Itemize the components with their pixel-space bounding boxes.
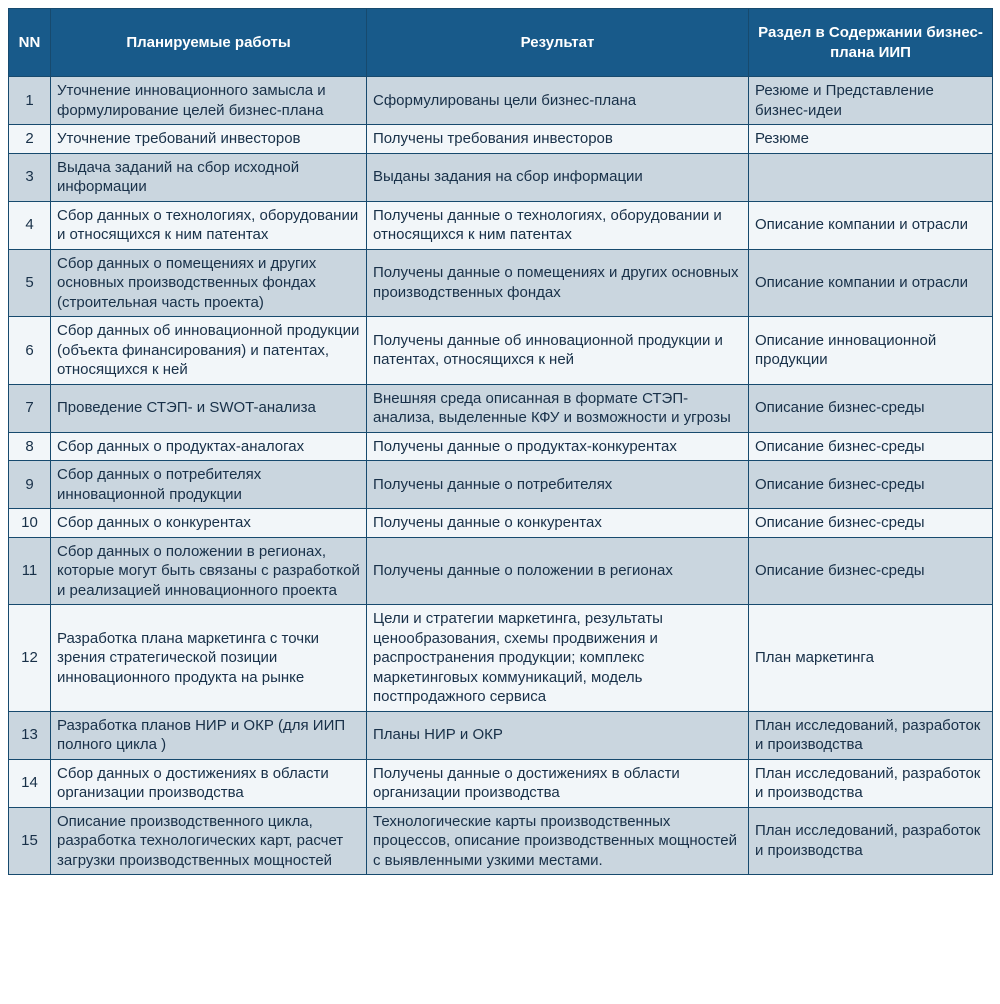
cell-result: Цели и стратегии маркетинга, результаты … xyxy=(367,605,749,712)
table-row: 1Уточнение инновационного замысла и форм… xyxy=(9,77,993,125)
cell-planned: Проведение СТЭП- и SWOT-анализа xyxy=(51,384,367,432)
table-row: 3Выдача заданий на сбор исходной информа… xyxy=(9,153,993,201)
cell-result: Получены данные о потребителях xyxy=(367,461,749,509)
table-row: 7Проведение СТЭП- и SWOT-анализаВнешняя … xyxy=(9,384,993,432)
cell-section: План исследований, разработок и производ… xyxy=(749,759,993,807)
cell-section: Описание компании и отрасли xyxy=(749,201,993,249)
cell-section: Резюме xyxy=(749,125,993,154)
table-row: 5Сбор данных о помещениях и других основ… xyxy=(9,249,993,317)
cell-nn: 15 xyxy=(9,807,51,875)
cell-section: Описание инновационной продукции xyxy=(749,317,993,385)
cell-section: План маркетинга xyxy=(749,605,993,712)
col-result: Результат xyxy=(367,9,749,77)
cell-nn: 6 xyxy=(9,317,51,385)
cell-result: Получены данные о технологиях, оборудова… xyxy=(367,201,749,249)
cell-section: Описание бизнес-среды xyxy=(749,537,993,605)
cell-result: Выданы задания на сбор информации xyxy=(367,153,749,201)
cell-section: Резюме и Представление бизнес-идеи xyxy=(749,77,993,125)
cell-section: Описание бизнес-среды xyxy=(749,432,993,461)
cell-nn: 14 xyxy=(9,759,51,807)
table-row: 14Сбор данных о достижениях в области ор… xyxy=(9,759,993,807)
cell-planned: Уточнение требований инвесторов xyxy=(51,125,367,154)
cell-result: Сформулированы цели бизнес-плана xyxy=(367,77,749,125)
cell-planned: Выдача заданий на сбор исходной информац… xyxy=(51,153,367,201)
cell-planned: Сбор данных о конкурентах xyxy=(51,509,367,538)
cell-section: План исследований, разработок и производ… xyxy=(749,807,993,875)
table-row: 15Описание производственного цикла, разр… xyxy=(9,807,993,875)
table-row: 4Сбор данных о технологиях, оборудовании… xyxy=(9,201,993,249)
cell-nn: 8 xyxy=(9,432,51,461)
cell-planned: Сбор данных о положении в регионах, кото… xyxy=(51,537,367,605)
cell-planned: Разработка планов НИР и ОКР (для ИИП пол… xyxy=(51,711,367,759)
cell-result: Планы НИР и ОКР xyxy=(367,711,749,759)
table-row: 9Сбор данных о потребителях инновационно… xyxy=(9,461,993,509)
cell-nn: 13 xyxy=(9,711,51,759)
cell-nn: 4 xyxy=(9,201,51,249)
cell-section: План исследований, разработок и производ… xyxy=(749,711,993,759)
cell-nn: 5 xyxy=(9,249,51,317)
cell-result: Технологические карты производственных п… xyxy=(367,807,749,875)
cell-result: Получены данные о помещениях и других ос… xyxy=(367,249,749,317)
cell-planned: Сбор данных о продуктах-аналогах xyxy=(51,432,367,461)
table-row: 13Разработка планов НИР и ОКР (для ИИП п… xyxy=(9,711,993,759)
cell-planned: Сбор данных о потребителях инновационной… xyxy=(51,461,367,509)
table-row: 10Сбор данных о конкурентахПолучены данн… xyxy=(9,509,993,538)
col-nn: NN xyxy=(9,9,51,77)
table-body: 1Уточнение инновационного замысла и форм… xyxy=(9,77,993,875)
cell-section: Описание бизнес-среды xyxy=(749,461,993,509)
table-row: 11Сбор данных о положении в регионах, ко… xyxy=(9,537,993,605)
work-plan-table: NN Планируемые работы Результат Раздел в… xyxy=(8,8,993,875)
table-head: NN Планируемые работы Результат Раздел в… xyxy=(9,9,993,77)
cell-nn: 1 xyxy=(9,77,51,125)
cell-planned: Описание производственного цикла, разраб… xyxy=(51,807,367,875)
cell-nn: 3 xyxy=(9,153,51,201)
cell-nn: 12 xyxy=(9,605,51,712)
cell-result: Получены данные о продуктах-конкурентах xyxy=(367,432,749,461)
cell-result: Получены данные о положении в регионах xyxy=(367,537,749,605)
cell-planned: Разработка плана маркетинга с точки зрен… xyxy=(51,605,367,712)
cell-nn: 9 xyxy=(9,461,51,509)
col-section: Раздел в Содержании бизнес-плана ИИП xyxy=(749,9,993,77)
cell-planned: Сбор данных о достижениях в области орга… xyxy=(51,759,367,807)
cell-result: Получены данные об инновационной продукц… xyxy=(367,317,749,385)
col-planned: Планируемые работы xyxy=(51,9,367,77)
cell-result: Получены данные о конкурентах xyxy=(367,509,749,538)
cell-planned: Уточнение инновационного замысла и форму… xyxy=(51,77,367,125)
cell-result: Внешняя среда описанная в формате СТЭП-а… xyxy=(367,384,749,432)
cell-nn: 7 xyxy=(9,384,51,432)
cell-nn: 2 xyxy=(9,125,51,154)
cell-planned: Сбор данных о помещениях и других основн… xyxy=(51,249,367,317)
cell-planned: Сбор данных об инновационной продукции (… xyxy=(51,317,367,385)
table-row: 12Разработка плана маркетинга с точки зр… xyxy=(9,605,993,712)
cell-result: Получены требования инвесторов xyxy=(367,125,749,154)
table-row: 2Уточнение требований инвесторовПолучены… xyxy=(9,125,993,154)
cell-planned: Сбор данных о технологиях, оборудовании … xyxy=(51,201,367,249)
table-row: 6Сбор данных об инновационной продукции … xyxy=(9,317,993,385)
cell-section: Описание бизнес-среды xyxy=(749,509,993,538)
cell-section xyxy=(749,153,993,201)
cell-nn: 11 xyxy=(9,537,51,605)
cell-nn: 10 xyxy=(9,509,51,538)
table-row: 8Сбор данных о продуктах-аналогахПолучен… xyxy=(9,432,993,461)
cell-section: Описание бизнес-среды xyxy=(749,384,993,432)
cell-section: Описание компании и отрасли xyxy=(749,249,993,317)
cell-result: Получены данные о достижениях в области … xyxy=(367,759,749,807)
